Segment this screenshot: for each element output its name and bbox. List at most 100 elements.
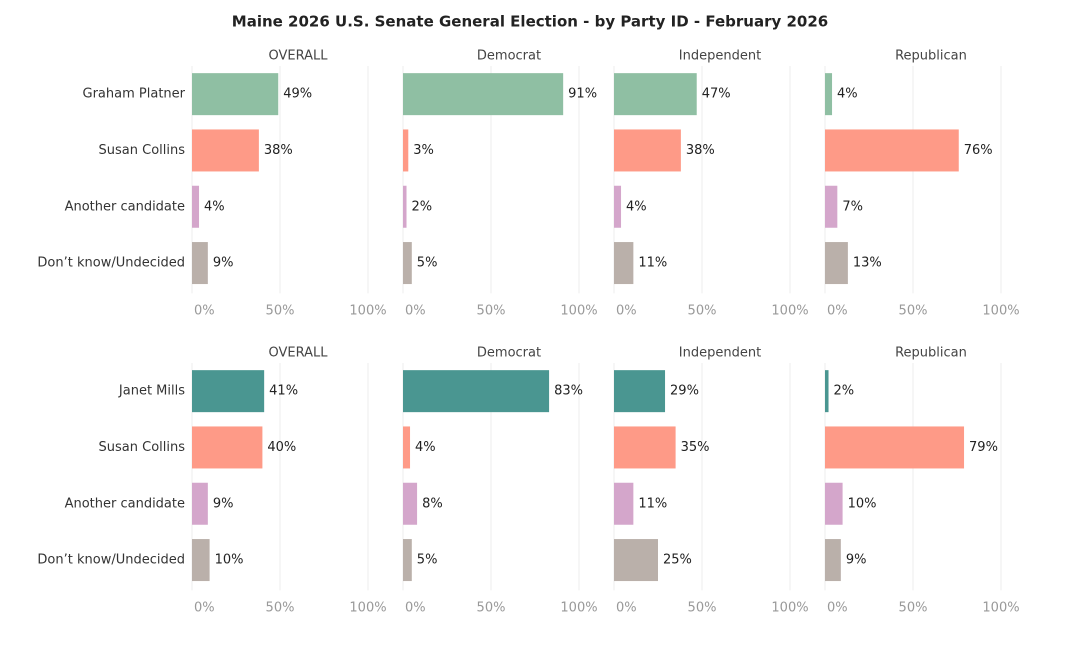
bar	[403, 185, 407, 228]
x-tick-label: 0%	[194, 601, 215, 616]
bar	[192, 426, 263, 469]
bar	[403, 370, 550, 413]
value-label: 47%	[702, 87, 731, 102]
bar	[192, 185, 200, 228]
category-label: Janet Mills	[118, 384, 185, 399]
x-tick-label: 100%	[771, 601, 808, 616]
bar	[192, 129, 259, 172]
x-tick-label: 100%	[771, 304, 808, 319]
bar	[614, 129, 681, 172]
bar	[192, 539, 210, 582]
value-label: 2%	[834, 384, 855, 399]
value-label: 5%	[417, 553, 438, 568]
x-tick-label: 100%	[560, 304, 597, 319]
value-label: 2%	[412, 199, 433, 214]
value-label: 10%	[215, 553, 244, 568]
value-label: 38%	[264, 143, 293, 158]
bar	[614, 482, 634, 525]
panel-title: Independent	[679, 346, 761, 361]
x-tick-label: 0%	[827, 304, 848, 319]
value-label: 4%	[626, 199, 647, 214]
bar	[825, 185, 838, 228]
bar	[403, 73, 564, 116]
bar	[403, 426, 411, 469]
value-label: 4%	[837, 87, 858, 102]
bar	[825, 539, 841, 582]
bar	[403, 242, 412, 285]
value-label: 4%	[204, 199, 225, 214]
bar	[825, 242, 848, 285]
panel-title: Republican	[895, 49, 967, 64]
value-label: 76%	[964, 143, 993, 158]
x-tick-label: 50%	[477, 601, 506, 616]
bar	[614, 539, 658, 582]
value-label: 25%	[663, 553, 692, 568]
x-tick-label: 50%	[688, 304, 717, 319]
value-label: 9%	[213, 256, 234, 271]
bar	[614, 370, 666, 413]
x-tick-label: 50%	[266, 601, 295, 616]
value-label: 9%	[846, 553, 867, 568]
value-label: 35%	[681, 440, 710, 455]
x-tick-label: 0%	[405, 304, 426, 319]
value-label: 9%	[213, 496, 234, 511]
x-tick-label: 100%	[349, 304, 386, 319]
value-label: 91%	[568, 87, 597, 102]
x-tick-label: 100%	[982, 304, 1019, 319]
bar	[614, 185, 622, 228]
panel-title: Republican	[895, 346, 967, 361]
bar	[403, 129, 409, 172]
value-label: 3%	[413, 143, 434, 158]
bar	[825, 426, 965, 469]
value-label: 8%	[422, 496, 443, 511]
x-tick-label: 50%	[266, 304, 295, 319]
bar	[403, 482, 418, 525]
bar	[192, 73, 279, 116]
value-label: 4%	[415, 440, 436, 455]
value-label: 40%	[267, 440, 296, 455]
x-tick-label: 100%	[560, 601, 597, 616]
x-tick-label: 0%	[827, 601, 848, 616]
category-label: Don’t know/Undecided	[37, 256, 185, 271]
panel-title: Democrat	[477, 49, 541, 64]
x-tick-label: 0%	[616, 601, 637, 616]
category-label: Another candidate	[65, 496, 185, 511]
bar	[825, 482, 843, 525]
bar	[825, 129, 959, 172]
x-tick-label: 0%	[194, 304, 215, 319]
x-tick-label: 50%	[688, 601, 717, 616]
value-label: 38%	[686, 143, 715, 158]
panel-title: OVERALL	[269, 346, 329, 361]
value-label: 49%	[283, 87, 312, 102]
panel-title: OVERALL	[269, 49, 329, 64]
category-label: Susan Collins	[99, 440, 186, 455]
x-tick-label: 0%	[405, 601, 426, 616]
x-tick-label: 50%	[477, 304, 506, 319]
bar	[614, 242, 634, 285]
value-label: 83%	[554, 384, 583, 399]
value-label: 5%	[417, 256, 438, 271]
bar	[614, 426, 676, 469]
category-label: Another candidate	[65, 199, 185, 214]
value-label: 7%	[842, 199, 863, 214]
bar	[192, 370, 265, 413]
x-tick-label: 100%	[349, 601, 386, 616]
value-label: 29%	[670, 384, 699, 399]
bar	[192, 242, 208, 285]
x-tick-label: 0%	[616, 304, 637, 319]
value-label: 11%	[638, 496, 667, 511]
x-tick-label: 50%	[899, 304, 928, 319]
category-label: Graham Platner	[83, 87, 186, 102]
category-label: Susan Collins	[99, 143, 186, 158]
value-label: 79%	[969, 440, 998, 455]
value-label: 10%	[848, 496, 877, 511]
chart-title: Maine 2026 U.S. Senate General Election …	[232, 13, 828, 31]
bar	[825, 370, 829, 413]
x-tick-label: 50%	[899, 601, 928, 616]
bar	[614, 73, 697, 116]
x-tick-label: 100%	[982, 601, 1019, 616]
panel-title: Democrat	[477, 346, 541, 361]
value-label: 41%	[269, 384, 298, 399]
category-label: Don’t know/Undecided	[37, 553, 185, 568]
